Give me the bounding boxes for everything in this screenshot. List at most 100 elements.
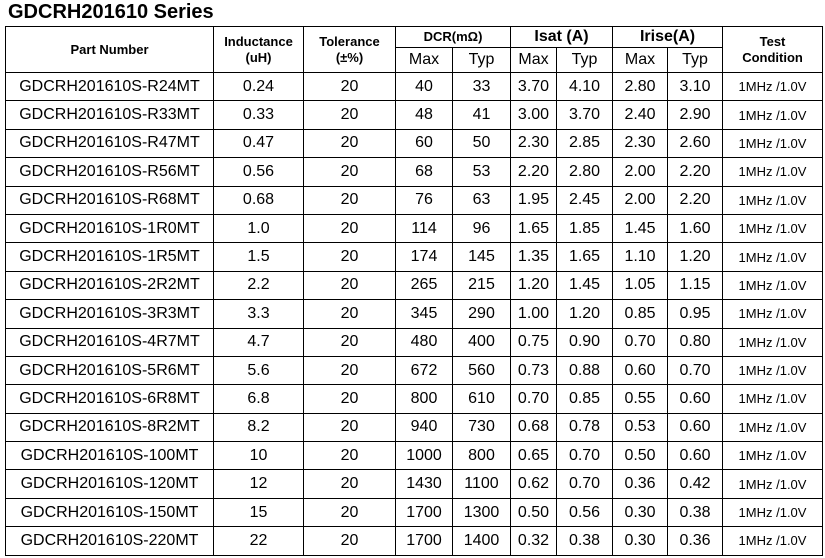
table-cell: GDCRH201610S-1R0MT [5,213,214,244]
header-text: Condition [742,49,803,65]
table-cell: 1MHz /1.0V [722,100,824,130]
table-cell: 672 [395,355,453,386]
table-cell: 1100 [452,469,511,499]
table-cell: 0.60 [612,355,669,386]
table-cell: 63 [452,185,511,215]
header-cell: Part Number [5,26,214,73]
table-cell: 40 [395,71,453,102]
table-cell: 1MHz /1.0V [722,497,824,528]
table-cell: 114 [395,213,453,244]
table-cell: 41 [452,100,511,130]
header-cell: Test Condition [722,26,824,73]
table-cell: 2.2 [213,270,304,301]
table-cell: 1MHz /1.0V [722,327,824,357]
table-row: GDCRH201610S-R68MT 0.68 20 76 63 1.95 2.45 2.00… [5,185,824,215]
table-cell: 0.36 [612,469,669,499]
table-cell: 0.42 [667,469,724,499]
table-cell: 3.10 [667,71,724,102]
table-cell: 1.0 [213,213,304,244]
table-cell: GDCRH201610S-R24MT [5,71,214,102]
table-cell: 1.20 [510,270,557,301]
header-cell: Irise(A) [612,26,724,48]
table-cell: 2.60 [667,128,724,159]
table-cell: 0.88 [555,355,614,386]
table-cell: 20 [303,213,396,244]
table-cell: 20 [303,327,396,357]
table-cell: 1400 [452,526,511,556]
table-cell: GDCRH201610S-3R3MT [5,299,214,329]
table-cell: 20 [303,526,396,556]
header-cell: Isat (A) [509,26,614,48]
table-row: GDCRH201610S-150MT 15 20 1700 1300 0.50 0.56 0.… [5,497,824,528]
table-cell: 400 [452,327,511,357]
table-cell: GDCRH201610S-R68MT [5,185,214,215]
table-cell: 2.85 [555,128,614,159]
table-cell: 20 [303,242,396,272]
table-cell: 0.30 [612,526,669,556]
table-cell: 1.65 [555,242,614,272]
table-cell: 20 [303,185,396,215]
table-cell: 20 [303,441,396,471]
table-cell: 1.00 [510,299,557,329]
table-cell: 1430 [395,469,453,499]
table-cell: 215 [452,270,511,301]
table-cell: 3.3 [213,299,304,329]
table-cell: 50 [452,128,511,159]
spec-table: Part Number Inductance (uH) Tolerance (±%)… [5,26,824,556]
table-cell: 2.20 [510,157,557,187]
table-cell: 1700 [395,497,453,528]
table-cell: GDCRH201610S-5R6MT [5,355,214,386]
table-cell: 0.50 [510,497,557,528]
table-cell: 0.60 [667,441,724,471]
table-cell: 76 [395,185,453,215]
table-cell: 0.56 [555,497,614,528]
table-cell: 1MHz /1.0V [722,128,824,159]
table-cell: 33 [452,71,511,102]
table-cell: 0.60 [667,384,724,414]
table-row: GDCRH201610S-R24MT 0.24 20 40 33 3.70 4.10 2.80… [5,71,824,102]
table-cell: 48 [395,100,453,130]
table-cell: 10 [213,441,304,471]
table-cell: 1MHz /1.0V [722,71,824,102]
title: GDCRH201610 Series [8,1,214,23]
table-cell: 5.6 [213,355,304,386]
table-cell: GDCRH201610S-2R2MT [5,270,214,301]
table-cell: 20 [303,355,396,386]
table-cell: GDCRH201610S-R56MT [5,157,214,187]
table-cell: 0.85 [612,299,669,329]
table-cell: 0.78 [555,412,614,443]
table-cell: 15 [213,497,304,528]
table-cell: 1.15 [667,270,724,301]
table-cell: 0.36 [667,526,724,556]
table-cell: 20 [303,71,396,102]
subheader-cell: Typ [452,47,511,73]
table-cell: 0.33 [213,100,304,130]
table-cell: 0.60 [667,412,724,443]
table-cell: 3.00 [510,100,557,130]
table-row: GDCRH201610S-6R8MT 6.8 20 800 610 0.70 0.85 0.5… [5,384,824,414]
table-cell: 0.32 [510,526,557,556]
table-cell: 1MHz /1.0V [722,242,824,272]
header-cell: Tolerance (±%) [303,26,396,73]
table-cell: 20 [303,384,396,414]
table-cell: 3.70 [510,71,557,102]
table-cell: 2.30 [510,128,557,159]
table-cell: 1.60 [667,213,724,244]
table-cell: GDCRH201610S-120MT [5,469,214,499]
table-cell: GDCRH201610S-1R5MT [5,242,214,272]
table-cell: 0.70 [555,469,614,499]
table-cell: 0.68 [213,185,304,215]
table-cell: 2.30 [612,128,669,159]
table-cell: 20 [303,412,396,443]
table-row: GDCRH201610S-1R0MT 1.0 20 114 96 1.65 1.85 1.45… [5,213,824,244]
table-cell: 145 [452,242,511,272]
table-cell: 0.70 [510,384,557,414]
table-cell: GDCRH201610S-8R2MT [5,412,214,443]
table-cell: 20 [303,270,396,301]
subheader-cell: Typ [555,47,614,73]
table-cell: 0.47 [213,128,304,159]
header-cell: DCR(mΩ) [395,26,511,48]
table-cell: 20 [303,469,396,499]
table-cell: 1.85 [555,213,614,244]
header-cell: Inductance (uH) [213,26,304,73]
